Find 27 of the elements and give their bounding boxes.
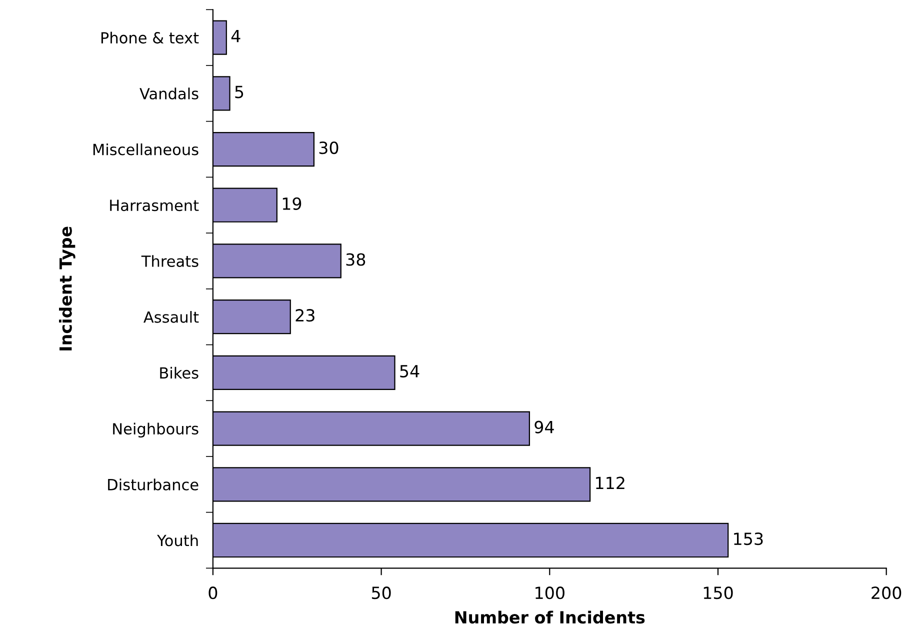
- data-label: 5: [235, 86, 244, 98]
- x-tick-label: 150: [704, 586, 733, 600]
- data-label: 30: [319, 141, 338, 154]
- y-tick-label: Bikes: [160, 366, 198, 379]
- y-axis-title: Incident Type: [59, 226, 76, 350]
- y-tick-label: Miscellaneous: [93, 143, 198, 156]
- data-label: 112: [596, 476, 624, 489]
- x-tick-label: 100: [536, 586, 564, 600]
- y-tick-label: Youth: [157, 534, 198, 546]
- data-label: 153: [734, 532, 763, 546]
- data-label: 94: [534, 420, 554, 434]
- x-axis-title: Number of Incidents: [455, 610, 645, 624]
- y-tick-label: Neighbours: [113, 422, 198, 438]
- y-tick-label: Harrasment: [110, 200, 199, 212]
- x-tick-label: 200: [872, 586, 902, 600]
- y-tick-label: Vandals: [140, 88, 198, 100]
- data-label: 38: [346, 253, 366, 266]
- y-tick-label: Phone & text: [101, 32, 199, 44]
- y-tick-label: Disturbance: [108, 478, 198, 490]
- y-tick-label: Threats: [141, 255, 198, 267]
- data-label: 19: [282, 197, 302, 210]
- data-label: 4: [231, 30, 240, 42]
- data-label: 54: [400, 365, 420, 378]
- data-label: 23: [296, 309, 314, 322]
- x-tick-label: 0: [208, 586, 218, 600]
- x-tick-label: 50: [372, 586, 391, 600]
- y-tick-label: Assault: [144, 311, 199, 323]
